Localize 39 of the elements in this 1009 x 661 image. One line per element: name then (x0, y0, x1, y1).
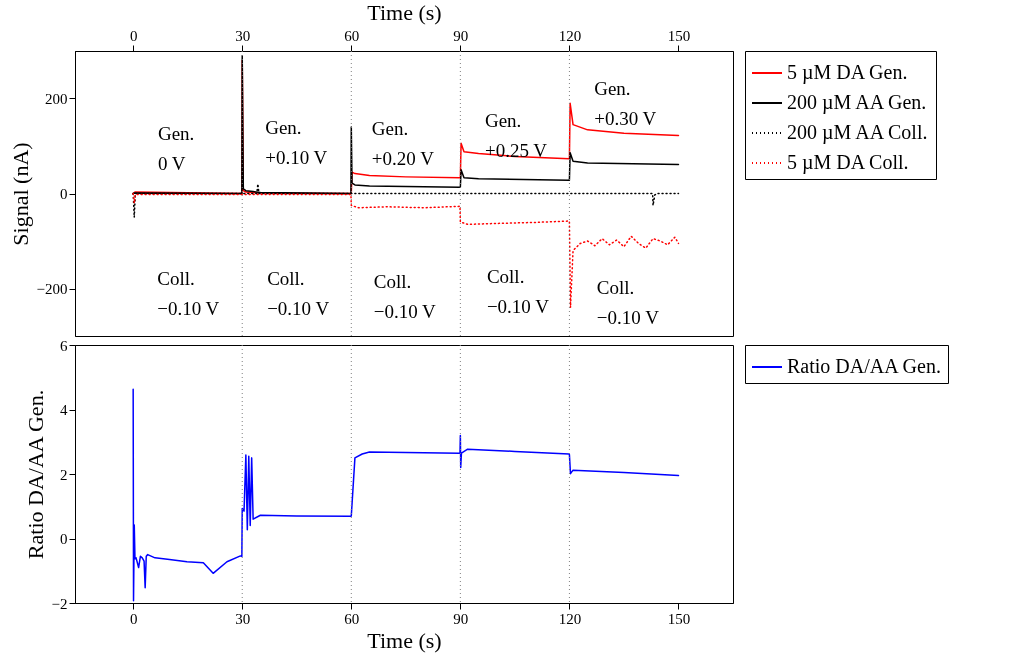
legend-label: Ratio DA/AA Gen. (787, 355, 941, 377)
annotation: Coll. −0.10 V (596, 277, 660, 329)
annotation: Coll. −0.10 V (157, 267, 220, 319)
y-tick-label: −2 (51, 595, 68, 612)
x-tick-label: 60 (344, 610, 360, 627)
y-tick-label: 4 (60, 402, 68, 418)
x-tick-label: 120 (558, 610, 582, 627)
x-tick-label: 30 (235, 610, 251, 627)
y-axis-title: Signal (nA) (7, 142, 33, 246)
x-tick-label: 150 (667, 27, 691, 44)
y-tick-label: 200 (45, 91, 68, 107)
annotation: Gen. +0.10 V (265, 116, 328, 168)
legend-label: 5 µM DA Coll. (787, 151, 909, 174)
x-tick-label: 150 (667, 610, 691, 627)
x-tick-label: 90 (453, 27, 469, 44)
x-axis-title: Time (s) (367, 0, 442, 25)
y-axis-title: Ratio DA/AA Gen. (22, 389, 48, 560)
x-tick-label: 30 (235, 27, 251, 44)
annotation: Coll. −0.10 V (267, 267, 330, 319)
y-tick-label: 0 (60, 186, 68, 202)
x-axis-title: Time (s) (367, 627, 442, 653)
annotation: Gen. +0.25 V (484, 110, 548, 162)
x-tick-label: 0 (129, 610, 138, 627)
x-tick-label: 120 (558, 27, 582, 44)
y-tick-label: −200 (36, 281, 68, 297)
x-tick-label: 0 (129, 27, 138, 44)
annotation: Gen. 0 V (157, 122, 195, 174)
y-tick-label: 0 (60, 531, 68, 547)
legend-label: 5 µM DA Gen. (787, 61, 908, 84)
annotation: Coll. −0.10 V (486, 265, 550, 317)
annotation: Gen. +0.20 V (371, 117, 435, 169)
annotation: Coll. −0.10 V (373, 271, 437, 323)
y-tick-label: 2 (60, 466, 68, 483)
x-tick-label: 60 (344, 27, 360, 44)
legend-label: 200 µM AA Coll. (787, 121, 928, 144)
x-tick-label: 90 (453, 610, 469, 627)
legend-label: 200 µM AA Gen. (787, 91, 927, 114)
y-tick-label: 6 (60, 337, 68, 354)
annotation: Gen. +0.30 V (594, 78, 657, 130)
